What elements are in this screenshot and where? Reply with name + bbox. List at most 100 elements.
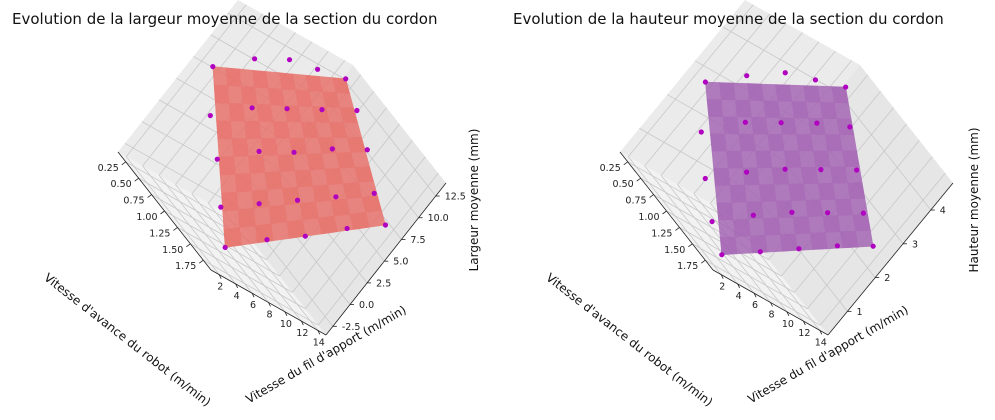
surface-patch xyxy=(775,84,793,102)
surface-patch xyxy=(751,116,769,135)
surface-patch xyxy=(216,120,233,140)
surface xyxy=(212,66,386,248)
surface-patch xyxy=(719,82,736,101)
data-point xyxy=(742,119,748,125)
y-tick-mark xyxy=(737,283,741,289)
surface-patch xyxy=(777,216,796,235)
surface-patch xyxy=(779,233,798,252)
surface-patch xyxy=(769,150,787,169)
grid-line-y xyxy=(175,184,269,303)
grid-line-z xyxy=(837,91,932,211)
data-point xyxy=(860,210,866,216)
x-tick-label: 1.50 xyxy=(162,245,183,256)
grid-line-y xyxy=(644,165,738,285)
y-tick-mark xyxy=(819,330,823,335)
x-tick-label: 0.75 xyxy=(123,196,144,207)
data-point xyxy=(744,73,750,79)
surface-patch xyxy=(274,137,293,156)
surface-patch xyxy=(726,150,744,169)
surface-patch xyxy=(758,184,777,202)
x-tick-mark xyxy=(186,243,191,248)
y-tick-label: 14 xyxy=(815,337,827,348)
data-point xyxy=(743,169,750,175)
surface-patch xyxy=(756,167,775,186)
x-tick-label: 0.25 xyxy=(98,163,119,174)
x-tick-mark xyxy=(649,194,654,198)
data-point xyxy=(702,175,708,182)
surface-patch xyxy=(244,120,262,139)
x-tick-mark xyxy=(134,177,139,182)
surface-patch xyxy=(839,230,859,249)
y-tick-label: 14 xyxy=(313,337,325,348)
grid-line-x xyxy=(305,156,426,310)
data-point xyxy=(778,120,784,126)
surface-patch xyxy=(805,199,824,218)
grid-line-z xyxy=(124,142,241,209)
surface-patch xyxy=(264,171,283,190)
surface-patch xyxy=(254,86,271,106)
surface-patch xyxy=(827,150,846,168)
surface-patch xyxy=(247,155,266,174)
surface-patch xyxy=(740,150,758,169)
surface-patch xyxy=(227,85,244,105)
data-point xyxy=(333,194,339,200)
y-tick-label: 12 xyxy=(798,328,810,339)
surface-patch xyxy=(708,116,726,135)
data-point xyxy=(329,146,335,152)
x-tick-label: 1.25 xyxy=(149,228,170,239)
surface-patch xyxy=(738,133,756,152)
data-point xyxy=(207,112,213,119)
surface-patch xyxy=(714,184,733,204)
surface-patch xyxy=(822,215,841,233)
surface-patch xyxy=(734,99,752,118)
surface-patch xyxy=(837,214,856,233)
surface-patch xyxy=(791,101,809,119)
y-tick-label: 10 xyxy=(782,319,794,330)
data-point xyxy=(825,210,831,216)
grid-line-x xyxy=(819,172,946,326)
surface-patch xyxy=(219,173,238,194)
surface-patch xyxy=(747,83,764,102)
x-tick-mark xyxy=(173,227,178,231)
grid-line-y xyxy=(158,174,253,294)
surface-patch xyxy=(230,120,247,140)
grid-line-x xyxy=(317,172,439,326)
x-tick-mark xyxy=(662,210,667,215)
surface-patch xyxy=(711,150,729,169)
data-point xyxy=(294,197,301,203)
x-tick-mark xyxy=(675,227,680,231)
data-point xyxy=(222,244,228,251)
surface-patch xyxy=(228,102,246,122)
surface-patch xyxy=(812,150,831,168)
x-tick-mark xyxy=(636,177,641,182)
data-point xyxy=(264,237,270,243)
surface-patch xyxy=(225,67,242,87)
y-tick-label: 12 xyxy=(296,328,308,339)
data-point xyxy=(814,120,820,126)
grid-line-z xyxy=(227,12,343,79)
surface-patch xyxy=(222,209,241,230)
x-tick-label: 1.00 xyxy=(136,212,157,223)
surface-patch xyxy=(233,155,251,175)
surface-patch xyxy=(789,84,807,103)
surface-patch xyxy=(793,117,812,135)
surface-patch xyxy=(767,133,785,152)
y-tick-mark xyxy=(720,274,724,279)
x-tick-label: 0.75 xyxy=(625,196,646,207)
surface-patch xyxy=(212,66,228,86)
surface-patch xyxy=(279,170,298,189)
surface-patch xyxy=(760,200,779,219)
surface-patch xyxy=(736,116,754,135)
grid-line-y xyxy=(627,156,722,275)
surface-patch xyxy=(302,217,322,237)
surface-patch xyxy=(236,190,255,211)
x-tick-label: 1.00 xyxy=(638,212,659,223)
surface-patch xyxy=(722,116,740,135)
y-tick-mark xyxy=(317,330,321,335)
surface-patch xyxy=(832,182,851,200)
y-tick-mark xyxy=(218,274,222,279)
surface-patch xyxy=(733,82,750,101)
y-tick-mark xyxy=(284,311,288,316)
